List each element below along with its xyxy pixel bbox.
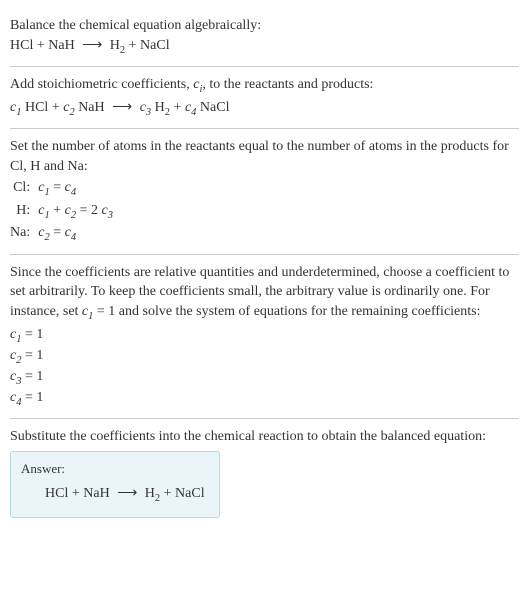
arrow-icon: ⟶ [78,38,106,53]
atoms-text: Set the number of atoms in the reactants… [10,137,519,176]
coeff-row: c4 = 1 [10,389,519,410]
product-2: NaCl [175,486,205,501]
product-1: H2 [145,486,160,501]
solve-section: Since the coefficients are relative quan… [10,255,519,419]
coeff-c1: c1 [10,100,21,115]
intro-equation: HCl + NaH ⟶ H2 + NaCl [10,36,519,58]
atom-equation: c2 = c4 [38,223,119,245]
table-row: Na: c2 = c4 [10,223,119,245]
atoms-section: Set the number of atoms in the reactants… [10,129,519,254]
answer-equation: HCl + NaH ⟶ H2 + NaCl [21,484,205,506]
table-row: Cl: c1 = c4 [10,178,119,200]
stoich-text: Add stoichiometric coefficients, ci, to … [10,75,519,97]
answer-box: Answer: HCl + NaH ⟶ H2 + NaCl [10,451,220,518]
reactant-2: NaH [48,38,74,53]
plus-sign: + [37,38,48,53]
table-row: H: c1 + c2 = 2 c3 [10,201,119,223]
coeff-row: c3 = 1 [10,368,519,389]
reactant-1: HCl [45,486,68,501]
plus-sign: + [72,486,83,501]
atom-equation: c1 = c4 [38,178,119,200]
intro-section: Balance the chemical equation algebraica… [10,8,519,66]
plus-sign: + [129,38,140,53]
element-label: Na: [10,223,38,245]
text-part: , to the reactants and products: [202,77,373,92]
atom-equation: c1 + c2 = 2 c3 [38,201,119,223]
intro-text: Balance the chemical equation algebraica… [10,16,519,36]
product-1: H2 [155,100,170,115]
substitute-section: Substitute the coefficients into the che… [10,419,519,525]
text-part: = 1 and solve the system of equations fo… [93,304,480,319]
plus-sign: + [52,100,63,115]
arrow-icon: ⟶ [113,486,141,501]
stoich-section: Add stoichiometric coefficients, ci, to … [10,67,519,128]
element-label: Cl: [10,178,38,200]
coeff-row: c2 = 1 [10,347,519,368]
plus-sign: + [164,486,175,501]
coeff-c4: c4 [185,100,196,115]
text-part: Add stoichiometric coefficients, [10,77,193,92]
c1-var: c1 [82,304,93,319]
element-label: H: [10,201,38,223]
product-2: NaCl [140,38,170,53]
substitute-text: Substitute the coefficients into the che… [10,427,519,447]
arrow-icon: ⟶ [108,100,136,115]
coeff-row: c1 = 1 [10,326,519,347]
answer-label: Answer: [21,460,205,478]
reactant-2: NaH [78,100,104,115]
solve-text: Since the coefficients are relative quan… [10,263,519,325]
product-2: NaCl [200,100,230,115]
plus-sign: + [174,100,185,115]
reactant-2: NaH [83,486,109,501]
reactant-1: HCl [25,100,48,115]
coeff-list: c1 = 1 c2 = 1 c3 = 1 c4 = 1 [10,326,519,410]
coeff-c2: c2 [63,100,74,115]
reactant-1: HCl [10,38,33,53]
coeff-c3: c3 [140,100,151,115]
product-1: H2 [110,38,125,53]
stoich-equation: c1 HCl + c2 NaH ⟶ c3 H2 + c4 NaCl [10,98,519,120]
atoms-table: Cl: c1 = c4 H: c1 + c2 = 2 c3 Na: c2 = c… [10,178,119,245]
